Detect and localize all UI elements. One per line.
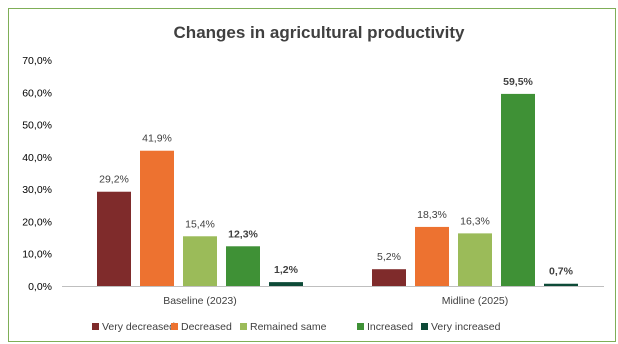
data-label: 1,2% <box>274 264 299 276</box>
legend-swatch <box>171 323 178 330</box>
chart-title: Changes in agricultural productivity <box>174 23 465 42</box>
bar-decreased <box>415 226 449 286</box>
bar-very-increased <box>269 282 303 286</box>
bar-very-increased <box>544 283 578 286</box>
bar-remained-same <box>183 236 217 286</box>
y-tick-label: 60,0% <box>22 87 52 99</box>
data-label: 16,3% <box>460 215 490 227</box>
y-tick-label: 10,0% <box>22 249 52 261</box>
legend-label: Remained same <box>250 321 327 333</box>
data-label: 15,4% <box>185 218 215 230</box>
category-label: Baseline (2023) <box>163 295 237 307</box>
data-label: 41,9% <box>142 133 172 145</box>
data-label: 29,2% <box>99 174 129 186</box>
legend-swatch <box>421 323 428 330</box>
data-label: 5,2% <box>377 251 401 263</box>
category-label: Midline (2025) <box>442 295 509 307</box>
legend-label: Very increased <box>431 321 501 333</box>
legend-swatch <box>92 323 99 330</box>
bar-increased <box>226 246 260 286</box>
y-tick-label: 50,0% <box>22 120 52 132</box>
y-tick-label: 20,0% <box>22 216 52 228</box>
y-tick-label: 0,0% <box>28 281 52 293</box>
data-label: 0,7% <box>549 266 574 278</box>
data-label: 59,5% <box>503 76 533 88</box>
legend-label: Decreased <box>181 321 232 333</box>
bar-increased <box>501 93 535 287</box>
y-tick-label: 30,0% <box>22 184 52 196</box>
data-label: 12,3% <box>228 228 258 240</box>
bar-decreased <box>140 150 174 286</box>
y-tick-label: 40,0% <box>22 152 52 164</box>
legend-swatch <box>357 323 364 330</box>
y-tick-label: 70,0% <box>22 55 52 67</box>
bar-very-decreased <box>372 269 406 286</box>
legend-label: Very decreased <box>102 321 175 333</box>
bar-remained-same <box>458 233 492 286</box>
bar-very-decreased <box>97 191 131 286</box>
legend-label: Increased <box>367 321 413 333</box>
legend-swatch <box>240 323 247 330</box>
data-label: 18,3% <box>417 209 447 221</box>
